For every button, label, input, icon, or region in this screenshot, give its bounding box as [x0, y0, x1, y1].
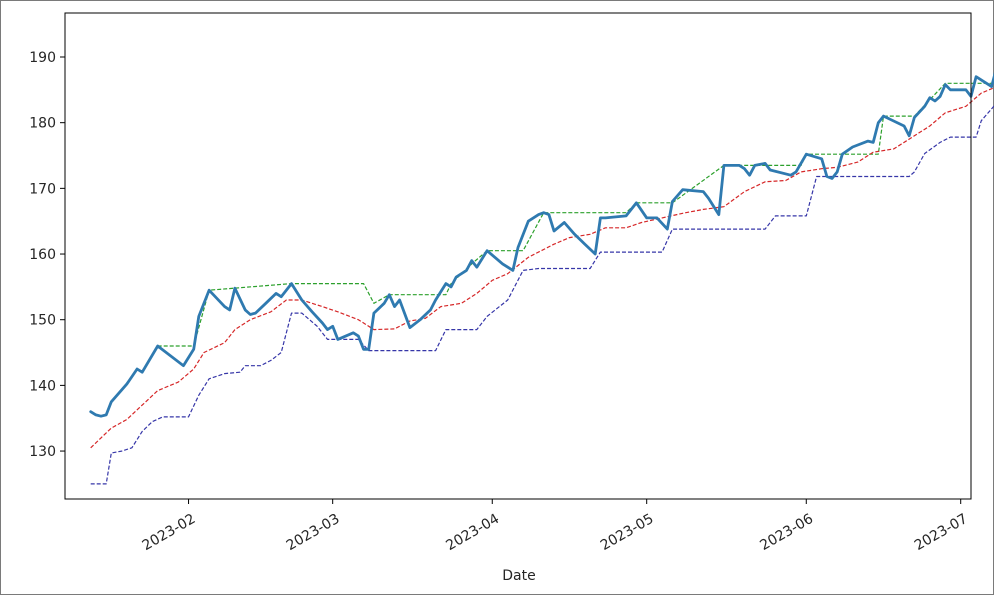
x-tick-label: 2023-07	[912, 511, 971, 554]
series-line-1	[89, 71, 994, 418]
x-axis-label: Date	[502, 568, 535, 584]
y-tick-label: 130	[29, 444, 56, 460]
y-tick-label: 150	[29, 313, 56, 329]
x-tick-label: 2023-06	[757, 511, 816, 554]
series-layer	[89, 71, 994, 485]
y-tick-label: 170	[29, 181, 56, 197]
x-tick-label: 2023-05	[598, 511, 657, 554]
y-tick-label: 160	[29, 247, 56, 263]
y-tick-label: 180	[29, 116, 56, 132]
axes-frame	[64, 12, 972, 500]
series-line-3	[90, 87, 994, 449]
x-tick-label: 2023-04	[443, 511, 502, 554]
series-line-2	[157, 82, 994, 347]
x-tick-label: 2023-03	[284, 511, 343, 554]
y-tick-label: 140	[29, 378, 56, 394]
x-tick-label: 2023-02	[140, 511, 199, 554]
y-tick-label: 190	[29, 50, 56, 66]
x-axis: 2023-02 2023-03 2023-04 2023-05 2023-06 2023-…	[140, 499, 971, 554]
series-line-4	[90, 105, 994, 485]
y-axis: 130 140 150 160 170 180 190	[29, 50, 65, 460]
